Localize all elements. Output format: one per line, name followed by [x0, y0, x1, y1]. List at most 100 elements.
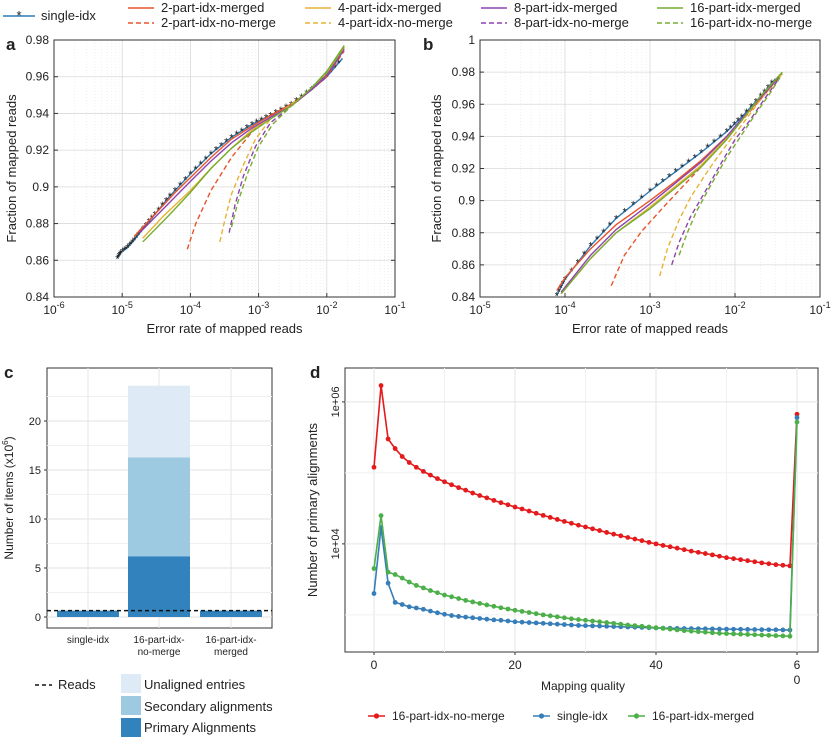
series-line: [142, 45, 345, 243]
y-tick-label: 0.92: [26, 143, 50, 157]
series-point: [420, 606, 426, 612]
series-point: [428, 588, 433, 593]
series-marker: *: [209, 149, 214, 161]
series-marker: *: [204, 154, 209, 166]
series-point: [583, 623, 588, 629]
series-point: [456, 614, 461, 619]
series-point: [392, 572, 398, 577]
series-marker: *: [325, 72, 330, 84]
series-point: [442, 611, 447, 617]
legend-label: Reads: [58, 677, 96, 692]
series-point: [794, 415, 800, 421]
series-marker: *: [718, 132, 723, 144]
series-point: [745, 558, 751, 564]
series-point: [505, 502, 511, 508]
series-point: [618, 621, 624, 627]
series-point: [463, 487, 469, 493]
series-point: [688, 548, 694, 554]
series-marker: *: [555, 290, 560, 302]
series-point: [569, 622, 574, 628]
x-tick-label: 10-5: [469, 300, 490, 317]
series-point: [639, 538, 645, 544]
series-point: [561, 615, 567, 621]
series-point: [569, 520, 574, 526]
series-point: [449, 482, 454, 488]
series-point: [597, 623, 602, 629]
series-point: [780, 562, 786, 568]
series-point: [759, 632, 765, 638]
x-tick-label: 10-2: [316, 300, 337, 317]
series-marker: *: [138, 227, 143, 239]
series-marker: *: [712, 137, 717, 149]
series-marker: *: [639, 193, 644, 205]
series-point: [780, 627, 786, 633]
series-marker: *: [150, 213, 155, 225]
series-point: [583, 617, 588, 623]
series-marker: *: [614, 213, 619, 225]
y-tick-label: 0.84: [26, 290, 50, 304]
series-point: [766, 632, 772, 638]
series-line: [556, 78, 777, 296]
legend-marker-single-idx: *: [16, 8, 21, 23]
y-tick-label: 0.94: [26, 106, 50, 120]
series-marker: *: [193, 164, 198, 176]
series-marker: *: [608, 220, 613, 232]
panel-a: ********************* * * * * * * * * * * * * * * * * * * *…: [4, 33, 406, 336]
series-point: [710, 630, 715, 636]
series-marker: *: [321, 75, 326, 87]
series-point: [428, 608, 433, 614]
series-point: [477, 616, 483, 621]
series-point: [442, 479, 447, 485]
series-point: [498, 605, 504, 611]
series-marker: *: [118, 249, 123, 261]
series-point: [611, 531, 617, 537]
series-marker: *: [705, 142, 710, 154]
series-point: [773, 562, 779, 568]
series-marker: *: [317, 78, 322, 90]
legend-marker: [633, 713, 640, 719]
series-point: [724, 631, 729, 636]
series-point: [540, 512, 546, 518]
y-tick-label: 0.94: [452, 129, 476, 143]
series-point: [646, 624, 652, 630]
y-tick-label: 0.84: [452, 290, 476, 304]
series-point: [371, 566, 377, 571]
series-point: [505, 606, 511, 612]
series-point: [385, 569, 391, 575]
series-marker: *: [153, 209, 158, 221]
series-point: [378, 513, 384, 519]
series-point: [477, 493, 483, 498]
series-point: [569, 616, 574, 622]
series-marker: *: [116, 252, 121, 264]
legend-marker: [373, 713, 380, 719]
series-point: [413, 464, 419, 470]
series-point: [526, 610, 532, 615]
bar-segment: [128, 556, 190, 617]
series-marker: *: [178, 180, 183, 192]
series-point: [561, 622, 567, 627]
series-point: [618, 533, 624, 539]
series-marker: *: [122, 245, 127, 257]
series-point: [442, 592, 447, 598]
series-point: [717, 553, 722, 559]
series-point: [491, 497, 497, 503]
series-point: [773, 633, 779, 639]
series-point: [731, 556, 736, 562]
series-point: [428, 472, 433, 478]
series-point: [491, 603, 497, 609]
series-marker: *: [313, 81, 318, 93]
legend-label: 4-part-idx-merged: [338, 0, 441, 15]
series-point: [505, 618, 511, 624]
series-point: [392, 599, 398, 605]
x-axis-label: Error rate of mapped reads: [146, 321, 303, 336]
series-point: [695, 629, 701, 635]
series-point: [583, 524, 588, 530]
series-marker: *: [125, 242, 130, 254]
x-tick-label: 16-part-idx-: [133, 635, 184, 646]
y-tick-label: 1: [468, 33, 475, 47]
series-marker: *: [183, 175, 188, 187]
x-tick-label: 0: [794, 673, 801, 687]
series-line: [659, 74, 782, 277]
